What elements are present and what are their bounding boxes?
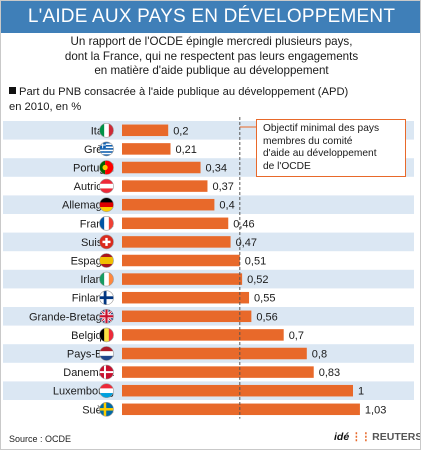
portugal-flag-icon [99, 160, 114, 175]
callout-line: membres du comité [263, 135, 353, 147]
finland-flag-icon [99, 290, 114, 306]
france-flag-icon [99, 216, 114, 231]
bar [122, 198, 215, 211]
austria-flag-icon [99, 178, 114, 194]
subtitle-line: en matière d'aide publique au développem… [94, 64, 329, 77]
logo-ide: idé [334, 431, 350, 443]
value-label: 0,46 [233, 218, 254, 230]
page-title: L'AIDE AUX PAYS EN DÉVELOPPEMENT [27, 6, 396, 27]
denmark-flag-icon [99, 364, 114, 380]
callout-line: d'aide au développement [263, 148, 377, 159]
bar [122, 161, 201, 174]
greece-flag-icon [99, 141, 114, 157]
germany-flag-icon [99, 197, 114, 212]
target-callout: Objectif minimal des pays membres du com… [256, 119, 406, 177]
value-label: 0,8 [312, 349, 327, 361]
bar [122, 254, 240, 267]
subtitle-line: dont la France, qui ne respectent pas le… [64, 49, 359, 63]
value-label: 0,34 [206, 163, 227, 175]
value-label: 0,2 [173, 125, 188, 137]
callout-line: de l'OCDE [263, 160, 311, 172]
chart-heading-line: en 2010, en % [9, 100, 82, 113]
value-label: 0,52 [247, 274, 268, 286]
callout-line: Objectif minimal des pays [263, 123, 380, 134]
italy-flag-icon [99, 123, 114, 138]
belgium-flag-icon [99, 327, 114, 343]
bar [122, 291, 250, 304]
value-label: 0,56 [256, 311, 277, 323]
logo-reuters: REUTERS [372, 431, 421, 443]
subtitle-line: Un rapport de l'OCDE épingle mercredi pl… [70, 35, 353, 48]
bar [122, 124, 169, 137]
value-label: 0,83 [319, 367, 340, 379]
source-note: Source : OCDE [9, 434, 72, 444]
value-label: 0,7 [289, 330, 304, 342]
ide-reuters-logo: idé ⋮⋮ REUTERS [334, 431, 421, 443]
chart-heading-line: Part du PNB consacrée à l'aide publique … [19, 86, 349, 98]
bar [122, 384, 353, 397]
bar [122, 310, 252, 323]
spain-flag-icon [99, 253, 114, 268]
value-label: 0,55 [254, 293, 275, 305]
value-label: 1 [358, 386, 364, 398]
ireland-flag-icon [99, 271, 114, 287]
bar [122, 143, 171, 155]
bar [122, 366, 314, 378]
bar [122, 403, 360, 416]
bar [122, 329, 284, 341]
bar [122, 347, 307, 360]
value-label: 0,21 [176, 144, 197, 156]
bar [122, 273, 243, 285]
country-label: Grande-Bretagne [29, 311, 114, 323]
luxembourg-flag-icon [99, 383, 114, 399]
subtitle: Un rapport de l'OCDE épingle mercredi pl… [41, 35, 382, 79]
country-label: Luxembourg [53, 386, 114, 398]
netherlands-flag-icon [99, 346, 114, 361]
switzerland-flag-icon [99, 234, 114, 250]
bar [122, 236, 231, 248]
bar [122, 180, 208, 192]
square-bullet-icon [9, 87, 16, 94]
bar [122, 217, 229, 230]
value-label: 0,47 [236, 237, 257, 249]
chart-heading: Part du PNB consacrée à l'aide publique … [9, 85, 414, 114]
logo-dots: ⋮⋮ [351, 431, 371, 443]
uk-flag-icon [99, 308, 114, 324]
sweden-flag-icon [99, 401, 114, 417]
value-label: 0,4 [219, 200, 234, 212]
value-label: 1,03 [365, 404, 386, 416]
value-label: 0,37 [212, 181, 233, 193]
title-bar [1, 1, 420, 33]
value-label: 0,51 [245, 256, 266, 268]
